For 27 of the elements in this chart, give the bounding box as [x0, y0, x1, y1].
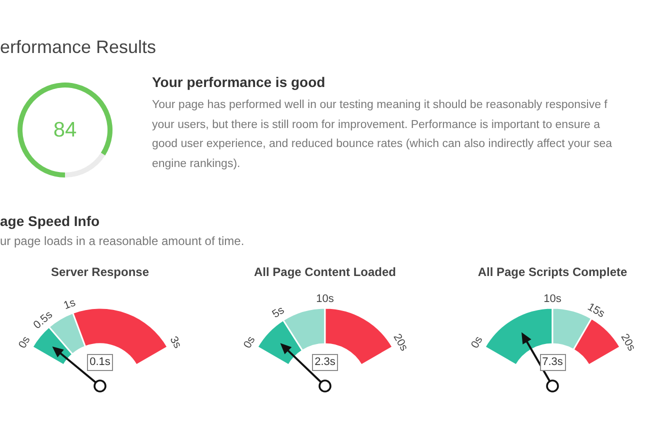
text: 0s: [242, 334, 258, 351]
slice-label: 5s: [270, 304, 287, 321]
text: good user experience, and reduced bounce rates (which can also indirectly affect your sea: [152, 137, 614, 152]
slice-label: 20s: [390, 332, 410, 354]
text: age Speed Info: [0, 213, 101, 229]
slice-label: 3s: [167, 334, 184, 351]
data-label: 84: [53, 118, 77, 142]
chart-title: erformance Results: [0, 37, 156, 57]
slice-label: 10s: [544, 293, 562, 305]
text: Your page has performed well in our testing meaning it should be reasonably responsive f: [152, 98, 608, 113]
chart-title: Server Response: [50, 265, 150, 279]
slice-label: 0.5s: [31, 308, 56, 332]
text: 0s: [469, 334, 486, 351]
text: your users, but there is still room for improvement. Performance is important to ensure a: [152, 118, 602, 132]
text: 2.3s: [312, 354, 338, 371]
slice-label: 1s: [62, 296, 78, 312]
text: 0s: [16, 334, 34, 351]
slice-label: 15s: [585, 301, 608, 321]
chart-title: All Page Content Loaded: [254, 265, 396, 279]
text: 7.3s: [540, 354, 566, 371]
text: 0.1s: [87, 354, 113, 371]
slice-label: 10s: [316, 293, 334, 305]
text: engine rankings).: [152, 156, 242, 172]
text: Your performance is good: [152, 74, 326, 90]
text: ur page loads in a reasonable amount of time.: [0, 233, 246, 250]
slice-label: 20s: [618, 332, 638, 354]
chart-title: All Page Scripts Complete: [478, 265, 628, 279]
